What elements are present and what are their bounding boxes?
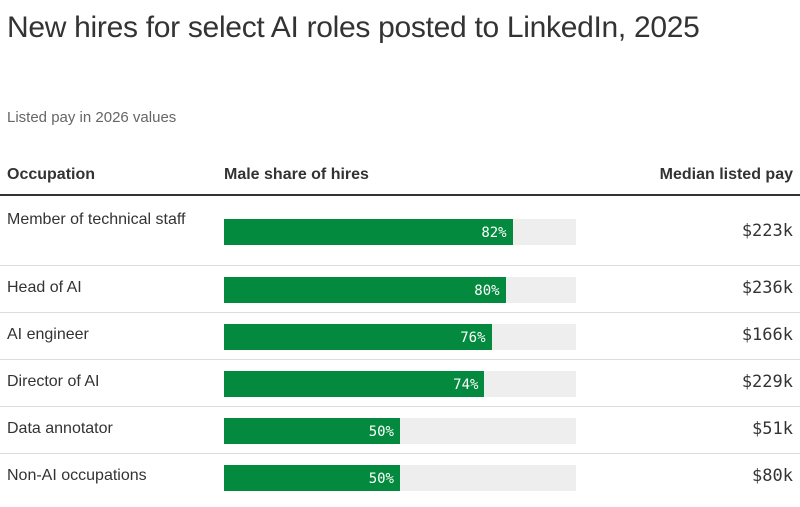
header-divider bbox=[0, 194, 800, 196]
median-pay-value: $166k bbox=[741, 325, 793, 345]
bar-value-label: 76% bbox=[460, 330, 486, 346]
chart-title: New hires for select AI roles posted to … bbox=[7, 11, 700, 44]
bar-value-label: 50% bbox=[368, 471, 394, 487]
bar-track: 50% bbox=[224, 465, 576, 491]
median-pay-value: $80k bbox=[752, 466, 793, 486]
bar-track: 50% bbox=[224, 418, 576, 444]
occupation-label: Data annotator bbox=[7, 420, 113, 437]
occupation-label: Head of AI bbox=[7, 279, 82, 296]
bar: 50% bbox=[224, 465, 400, 491]
bar-value-label: 50% bbox=[368, 424, 394, 440]
occupation-label: Member of technical staff bbox=[7, 211, 186, 228]
occupation-label: AI engineer bbox=[7, 326, 89, 343]
table-row: Director of AI 74% $229k bbox=[0, 360, 800, 407]
median-pay-value: $51k bbox=[752, 419, 793, 439]
column-header-occupation: Occupation bbox=[7, 166, 96, 183]
row-divider bbox=[0, 406, 800, 407]
bar-track: 82% bbox=[224, 219, 576, 245]
row-divider bbox=[0, 359, 800, 360]
bar: 82% bbox=[224, 219, 513, 245]
table-row: Member of technical staff 82% $223k bbox=[0, 196, 800, 266]
occupation-label: Non-AI occupations bbox=[7, 467, 147, 484]
median-pay-value: $223k bbox=[741, 221, 793, 241]
bar-track: 76% bbox=[224, 324, 576, 350]
bar: 74% bbox=[224, 371, 485, 397]
row-divider bbox=[0, 312, 800, 313]
table-row: Non-AI occupations 50% $80k bbox=[0, 454, 800, 501]
row-divider bbox=[0, 453, 800, 454]
occupation-label: Director of AI bbox=[7, 373, 100, 390]
bar-value-label: 82% bbox=[481, 225, 507, 241]
bar: 50% bbox=[224, 418, 400, 444]
bar-track: 74% bbox=[224, 371, 576, 397]
bar-value-label: 80% bbox=[474, 283, 500, 299]
bar-value-label: 74% bbox=[453, 377, 479, 393]
row-divider bbox=[0, 265, 800, 266]
table-row: AI engineer 76% $166k bbox=[0, 313, 800, 360]
chart-subtitle: Listed pay in 2026 values bbox=[7, 109, 177, 126]
column-header-median-pay: Median listed pay bbox=[659, 166, 793, 183]
bar-track: 80% bbox=[224, 277, 576, 303]
median-pay-value: $236k bbox=[741, 278, 793, 298]
median-pay-value: $229k bbox=[741, 372, 793, 392]
table-row: Head of AI 80% $236k bbox=[0, 266, 800, 313]
column-header-male-share: Male share of hires bbox=[224, 166, 369, 183]
bar: 76% bbox=[224, 324, 492, 350]
bar: 80% bbox=[224, 277, 506, 303]
table-row: Data annotator 50% $51k bbox=[0, 407, 800, 454]
